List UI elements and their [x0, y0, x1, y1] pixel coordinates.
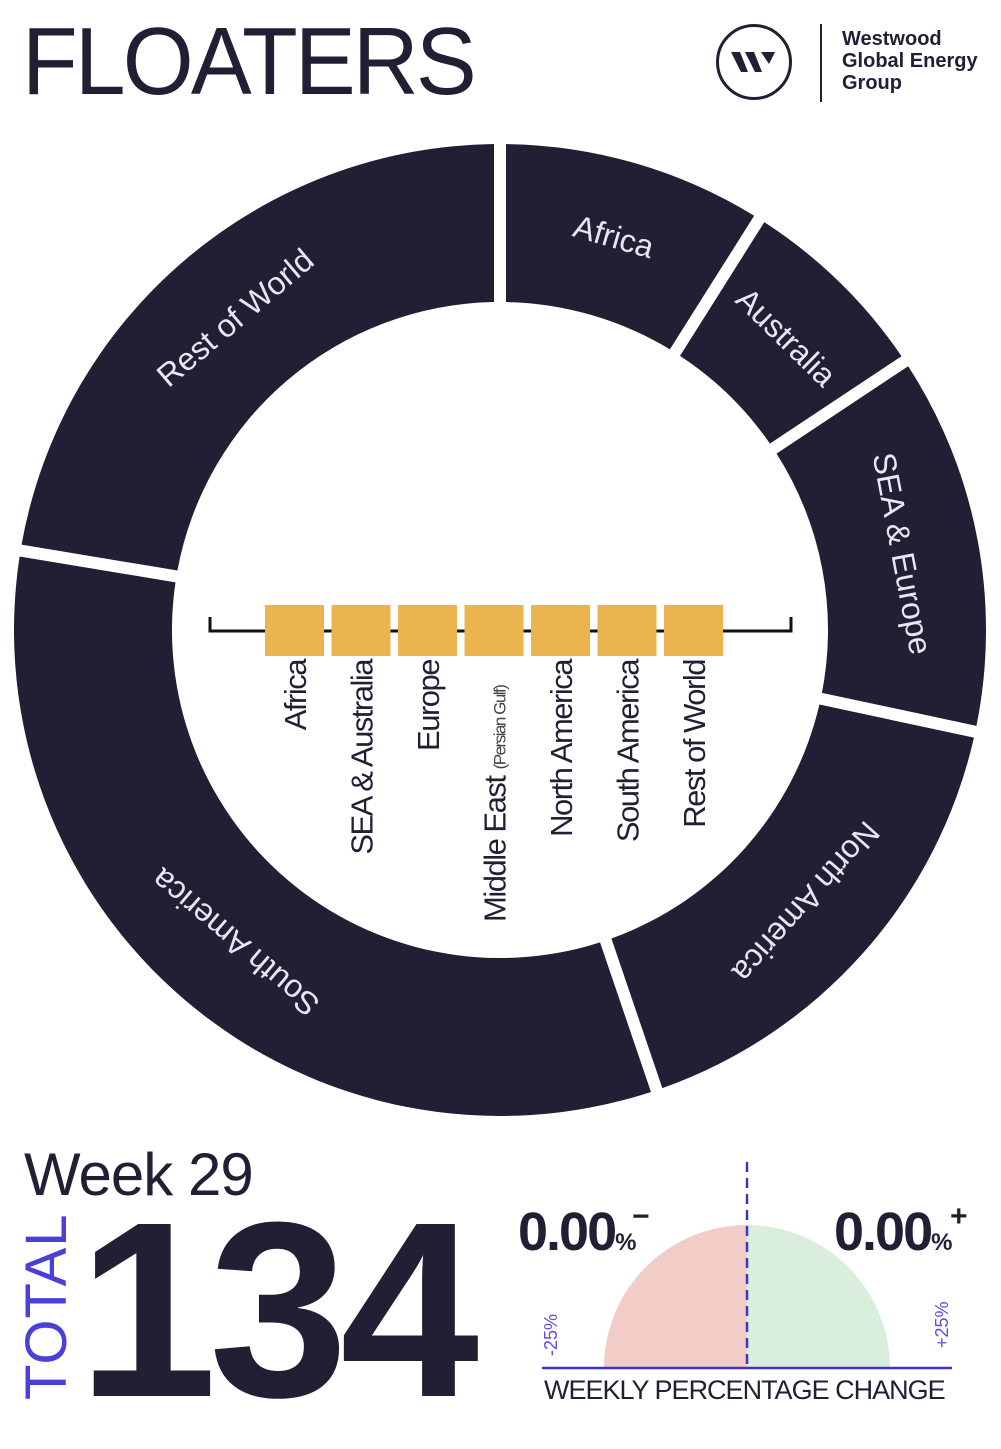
total-value: 134	[78, 1170, 479, 1449]
weekly-change-gauge	[542, 1162, 952, 1370]
range-max-label: +25%	[932, 1301, 952, 1348]
logo-line-1: Westwood	[842, 28, 942, 50]
increase-percentage: 0.00%	[834, 1205, 952, 1259]
decrease-unit: %	[615, 1229, 637, 1256]
increase-value: 0.00	[834, 1202, 933, 1262]
w-monogram-icon	[716, 24, 792, 100]
donut-segment-africa	[505, 144, 755, 350]
logo-divider	[820, 24, 822, 102]
company-logo: Westwood Global Energy Group	[716, 22, 986, 106]
legend-label: SEA & Australia	[345, 658, 380, 855]
legend-label: Africa	[278, 658, 313, 731]
region-legend: Africa SEA & Australia Europe Middle East (…	[208, 605, 793, 922]
donut-segment-north-america	[611, 704, 974, 1089]
logo-line-3: Group	[842, 72, 902, 94]
legend-label: Rest of World	[677, 660, 712, 828]
legend-marker	[398, 605, 457, 656]
legend-label: North America	[544, 658, 579, 837]
legend-marker	[597, 605, 657, 656]
donut-segment-sea-europe	[776, 366, 986, 726]
increase-sign: +	[950, 1200, 968, 1233]
donut-segment-australia	[680, 222, 902, 444]
legend-marker	[664, 605, 723, 656]
legend-marker	[464, 605, 524, 656]
total-label: TOTAL	[14, 1213, 79, 1400]
week-label: Week 29	[24, 1141, 254, 1208]
decrease-value: 0.00	[518, 1202, 617, 1262]
range-min-label: -25%	[541, 1313, 561, 1356]
gauge-title: WEEKLY PERCENTAGE CHANGE	[544, 1375, 946, 1405]
legend-marker	[331, 605, 391, 656]
decrease-percentage: 0.00%	[518, 1205, 636, 1259]
gauge-decrease-half	[604, 1225, 747, 1368]
legend-label: Middle East (Persian Gulf)	[478, 685, 513, 922]
donut-segment-rest-of-world	[21, 144, 495, 571]
logo-text: Westwood Global Energy Group	[842, 28, 978, 94]
legend-label: South America	[611, 658, 646, 842]
decrease-sign: −	[632, 1200, 650, 1233]
legend-label: Europe	[411, 660, 446, 751]
gauge-increase-half	[747, 1225, 890, 1368]
legend-marker	[531, 605, 590, 656]
logo-line-2: Global Energy	[842, 50, 978, 72]
page-title: FLOATERS	[22, 8, 477, 115]
increase-unit: %	[931, 1229, 953, 1256]
donut-segment-south-america	[14, 556, 651, 1116]
legend-marker	[265, 605, 324, 656]
